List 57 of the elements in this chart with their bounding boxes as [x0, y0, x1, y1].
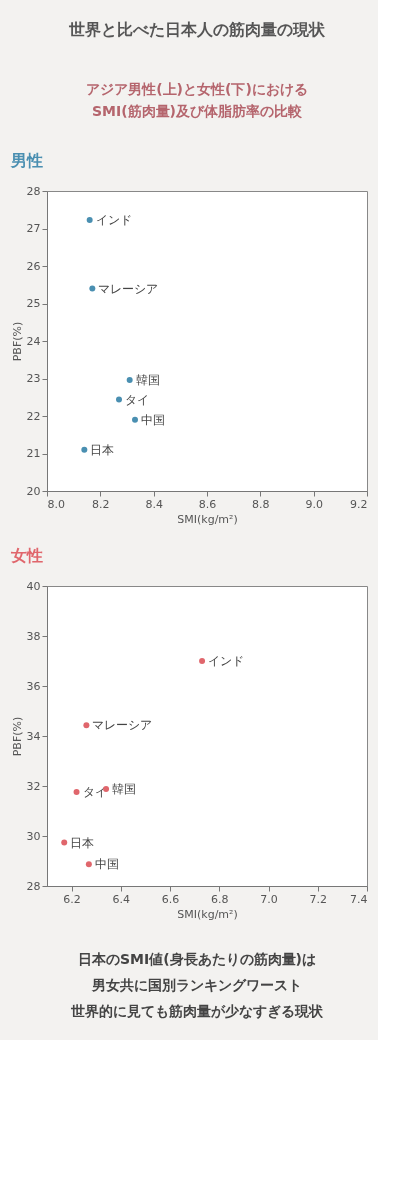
- point: [83, 722, 90, 729]
- x-tick-label: 9.2: [350, 497, 368, 511]
- chart-title: 男性: [10, 151, 43, 170]
- point: [85, 861, 92, 868]
- y-tick-label: 30: [26, 829, 41, 843]
- y-tick-label: 27: [26, 222, 41, 235]
- annotation: マレーシア: [98, 281, 159, 296]
- annotation: マレーシア: [92, 718, 153, 733]
- y-tick-label: 28: [26, 879, 41, 893]
- y-tick-label: 26: [26, 259, 41, 273]
- x-tick-label: 8.6: [198, 497, 217, 511]
- point: [61, 839, 68, 846]
- y-tick-label: 25: [26, 297, 41, 310]
- y-tick-label: 23: [26, 372, 41, 385]
- x-tick-label: 8.8: [252, 497, 270, 511]
- y-axis-title: PBF(%): [10, 716, 24, 757]
- annotation: インド: [208, 654, 245, 668]
- x-tick-label: 8.2: [92, 497, 110, 511]
- y-tick-label: 24: [26, 334, 41, 348]
- y-tick-label: 36: [26, 679, 41, 693]
- annotation: 韓国: [135, 373, 160, 387]
- x-tick-label: 6.4: [112, 892, 131, 906]
- y-tick-label: 28: [26, 184, 41, 198]
- annotation: 中国: [141, 412, 165, 427]
- point: [73, 789, 80, 795]
- x-tick-label: 7.4: [350, 892, 368, 906]
- y-axis-title: PBF(%): [10, 321, 24, 362]
- y-tick-label: 34: [26, 729, 41, 743]
- annotation: 韓国: [112, 782, 137, 796]
- annotation: 中国: [94, 857, 119, 872]
- x-tick-label: 8.4: [145, 497, 163, 511]
- x-tick-label: 7.2: [309, 892, 328, 906]
- text: アジア男性(上)と女性(下)における SMI(筋肉量)及び体脂肪率の比較: [86, 81, 308, 119]
- x-tick-label: 9.0: [305, 497, 323, 511]
- y-tick-label: 21: [26, 447, 41, 460]
- x-tick-label: 8.0: [47, 497, 65, 511]
- x-tick-label: 7.0: [260, 892, 278, 906]
- x-tick-label: 6.6: [161, 892, 180, 906]
- y-tick-label: 40: [26, 579, 41, 593]
- annotation: 日本: [90, 442, 115, 457]
- point: [199, 658, 206, 664]
- x-axis-title: SMI(kg/m²): [177, 907, 238, 921]
- annotation: 日本: [70, 835, 95, 850]
- y-tick-label: 20: [26, 484, 41, 498]
- annotation: タイ: [125, 392, 149, 407]
- annotation: インド: [95, 212, 132, 227]
- x-axis-title: SMI(kg/m²): [177, 512, 238, 526]
- chart-title: 女性: [10, 546, 43, 565]
- text: 世界と比べた日本人の筋肉量の現状: [68, 20, 326, 39]
- y-tick-label: 22: [26, 409, 41, 423]
- x-tick-label: 6.2: [63, 892, 81, 906]
- x-tick-label: 6.8: [211, 892, 229, 906]
- y-tick-label: 38: [26, 629, 41, 643]
- text: 男女共に国別ランキングワースト: [91, 977, 302, 993]
- text: 世界的に見ても筋肉量が少なすぎる現状: [70, 1003, 324, 1019]
- y-tick-label: 32: [26, 779, 41, 793]
- text: 日本のSMI値(身長あたりの筋肉量)は: [77, 951, 317, 967]
